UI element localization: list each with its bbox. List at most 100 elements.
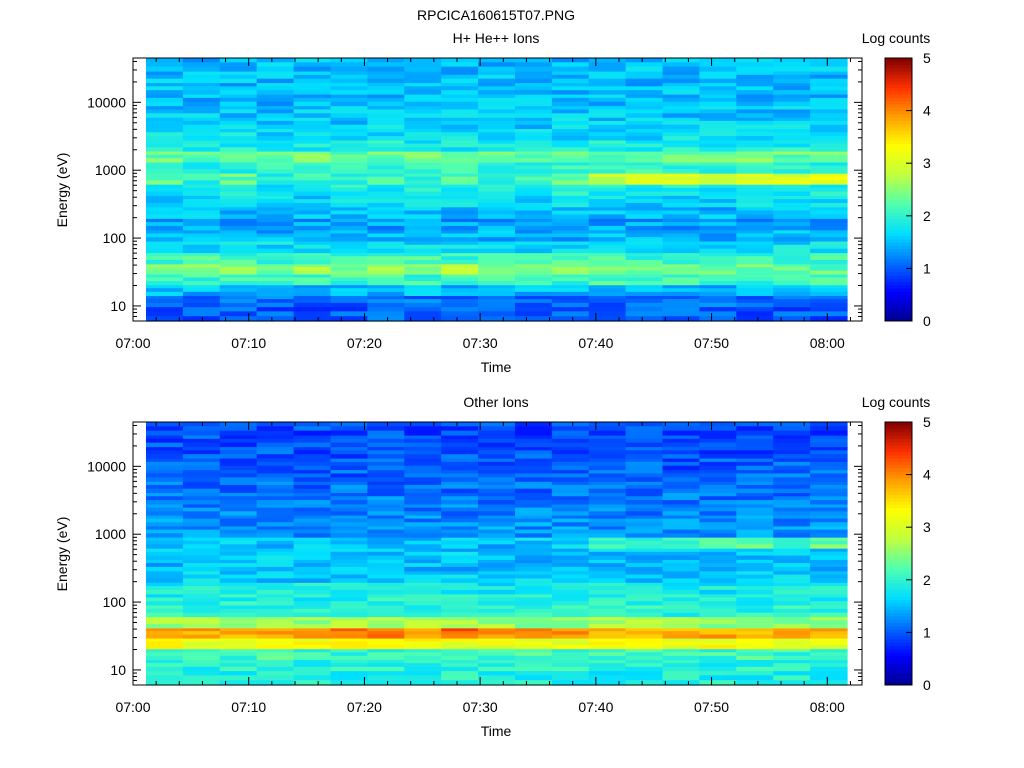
- heatmap-cell: [219, 601, 258, 606]
- heatmap-cell: [182, 202, 221, 208]
- heatmap-cell: [810, 616, 848, 621]
- heatmap-cell: [256, 465, 295, 471]
- heatmap-cell: [478, 473, 516, 478]
- heatmap-cell: [773, 281, 811, 286]
- heatmap-cell: [441, 78, 479, 84]
- heatmap-cell: [736, 74, 774, 80]
- heatmap-cell: [404, 70, 442, 76]
- heatmap-cell: [478, 522, 516, 527]
- colorbar-swatch: [885, 225, 912, 230]
- heatmap-cell: [514, 652, 553, 657]
- heatmap-cell: [773, 316, 811, 322]
- heatmap-cell: [182, 291, 221, 297]
- heatmap-cell: [293, 147, 332, 152]
- heatmap-cell: [514, 199, 553, 204]
- heatmap-cell: [256, 82, 295, 87]
- heatmap-cell: [146, 284, 184, 289]
- heatmap-cell: [404, 469, 442, 475]
- heatmap-cell: [736, 214, 774, 219]
- heatmap-cell: [256, 589, 295, 595]
- heatmap-cell: [404, 627, 442, 632]
- heatmap-cell: [330, 582, 368, 587]
- colorbar-swatch: [885, 464, 912, 469]
- heatmap-cell: [514, 604, 553, 610]
- heatmap-cell: [551, 86, 590, 91]
- heatmap-cell: [441, 604, 479, 610]
- heatmap-cell: [625, 147, 664, 152]
- colorbar-label: Log counts: [862, 30, 931, 46]
- heatmap-cell: [810, 256, 848, 261]
- heatmap-cell: [478, 637, 516, 643]
- heatmap-cell: [256, 537, 295, 542]
- heatmap-cell: [478, 281, 516, 286]
- heatmap-cell: [146, 446, 184, 451]
- heatmap-cell: [699, 94, 737, 99]
- heatmap-cell: [219, 608, 258, 614]
- heatmap-cell: [404, 461, 442, 467]
- heatmap-cell: [478, 492, 516, 497]
- heatmap-cell: [293, 74, 332, 80]
- heatmap-cell: [514, 316, 553, 322]
- heatmap-cell: [514, 563, 553, 568]
- heatmap-cell: [404, 311, 442, 317]
- heatmap-cell: [293, 511, 332, 516]
- heatmap-cell: [773, 195, 811, 200]
- heatmap-cell: [773, 529, 811, 534]
- heatmap-cell: [810, 132, 848, 137]
- heatmap-cell: [662, 124, 701, 130]
- heatmap-cell: [588, 670, 627, 676]
- heatmap-cell: [810, 544, 848, 549]
- heatmap-cell: [736, 604, 774, 610]
- heatmap-cell: [404, 184, 442, 189]
- heatmap-cell: [146, 199, 184, 204]
- heatmap-cell: [478, 597, 516, 602]
- heatmap-cell: [219, 299, 258, 304]
- heatmap-cell: [551, 469, 590, 475]
- heatmap-cell: [810, 458, 848, 463]
- heatmap-cell: [625, 117, 664, 122]
- colorbar-swatch: [885, 527, 912, 531]
- heatmap-cell: [293, 446, 332, 451]
- heatmap-cell: [441, 128, 479, 133]
- heatmap-cell: [478, 666, 516, 672]
- heatmap-cell: [662, 225, 701, 231]
- heatmap-cell: [293, 229, 332, 235]
- heatmap-cell: [182, 214, 221, 219]
- heatmap-cell: [773, 158, 811, 163]
- heatmap-cell: [293, 518, 332, 523]
- heatmap-cell: [588, 473, 627, 478]
- heatmap-cell: [404, 446, 442, 451]
- heatmap-cell: [699, 263, 737, 268]
- heatmap-cell: [736, 169, 774, 174]
- heatmap-cell: [810, 291, 848, 297]
- heatmap-cell: [441, 302, 479, 308]
- heatmap-cell: [810, 252, 848, 257]
- colorbar-swatch: [885, 540, 912, 545]
- heatmap-cell: [478, 641, 516, 646]
- heatmap-cell: [146, 86, 184, 91]
- heatmap-cell: [182, 184, 221, 189]
- heatmap-cell: [588, 263, 627, 268]
- heatmap-cell: [662, 574, 701, 579]
- heatmap-cell: [588, 503, 627, 509]
- heatmap-cell: [256, 295, 295, 300]
- heatmap-cell: [514, 244, 553, 250]
- heatmap-cell: [404, 58, 442, 63]
- heatmap-cell: [293, 648, 332, 653]
- heatmap-cell: [810, 233, 848, 238]
- heatmap-cell: [514, 136, 553, 141]
- heatmap-cell: [182, 503, 221, 509]
- heatmap-cell: [330, 518, 368, 523]
- y-tick-label: 10: [110, 662, 126, 678]
- heatmap-cell: [182, 484, 221, 490]
- heatmap-cell: [514, 469, 553, 475]
- heatmap-cell: [478, 652, 516, 657]
- heatmap-cell: [699, 311, 737, 317]
- heatmap-cell: [404, 465, 442, 471]
- heatmap-cell: [773, 173, 811, 178]
- heatmap-cell: [514, 548, 553, 553]
- heatmap-cell: [662, 507, 701, 512]
- heatmap-cell: [330, 570, 368, 576]
